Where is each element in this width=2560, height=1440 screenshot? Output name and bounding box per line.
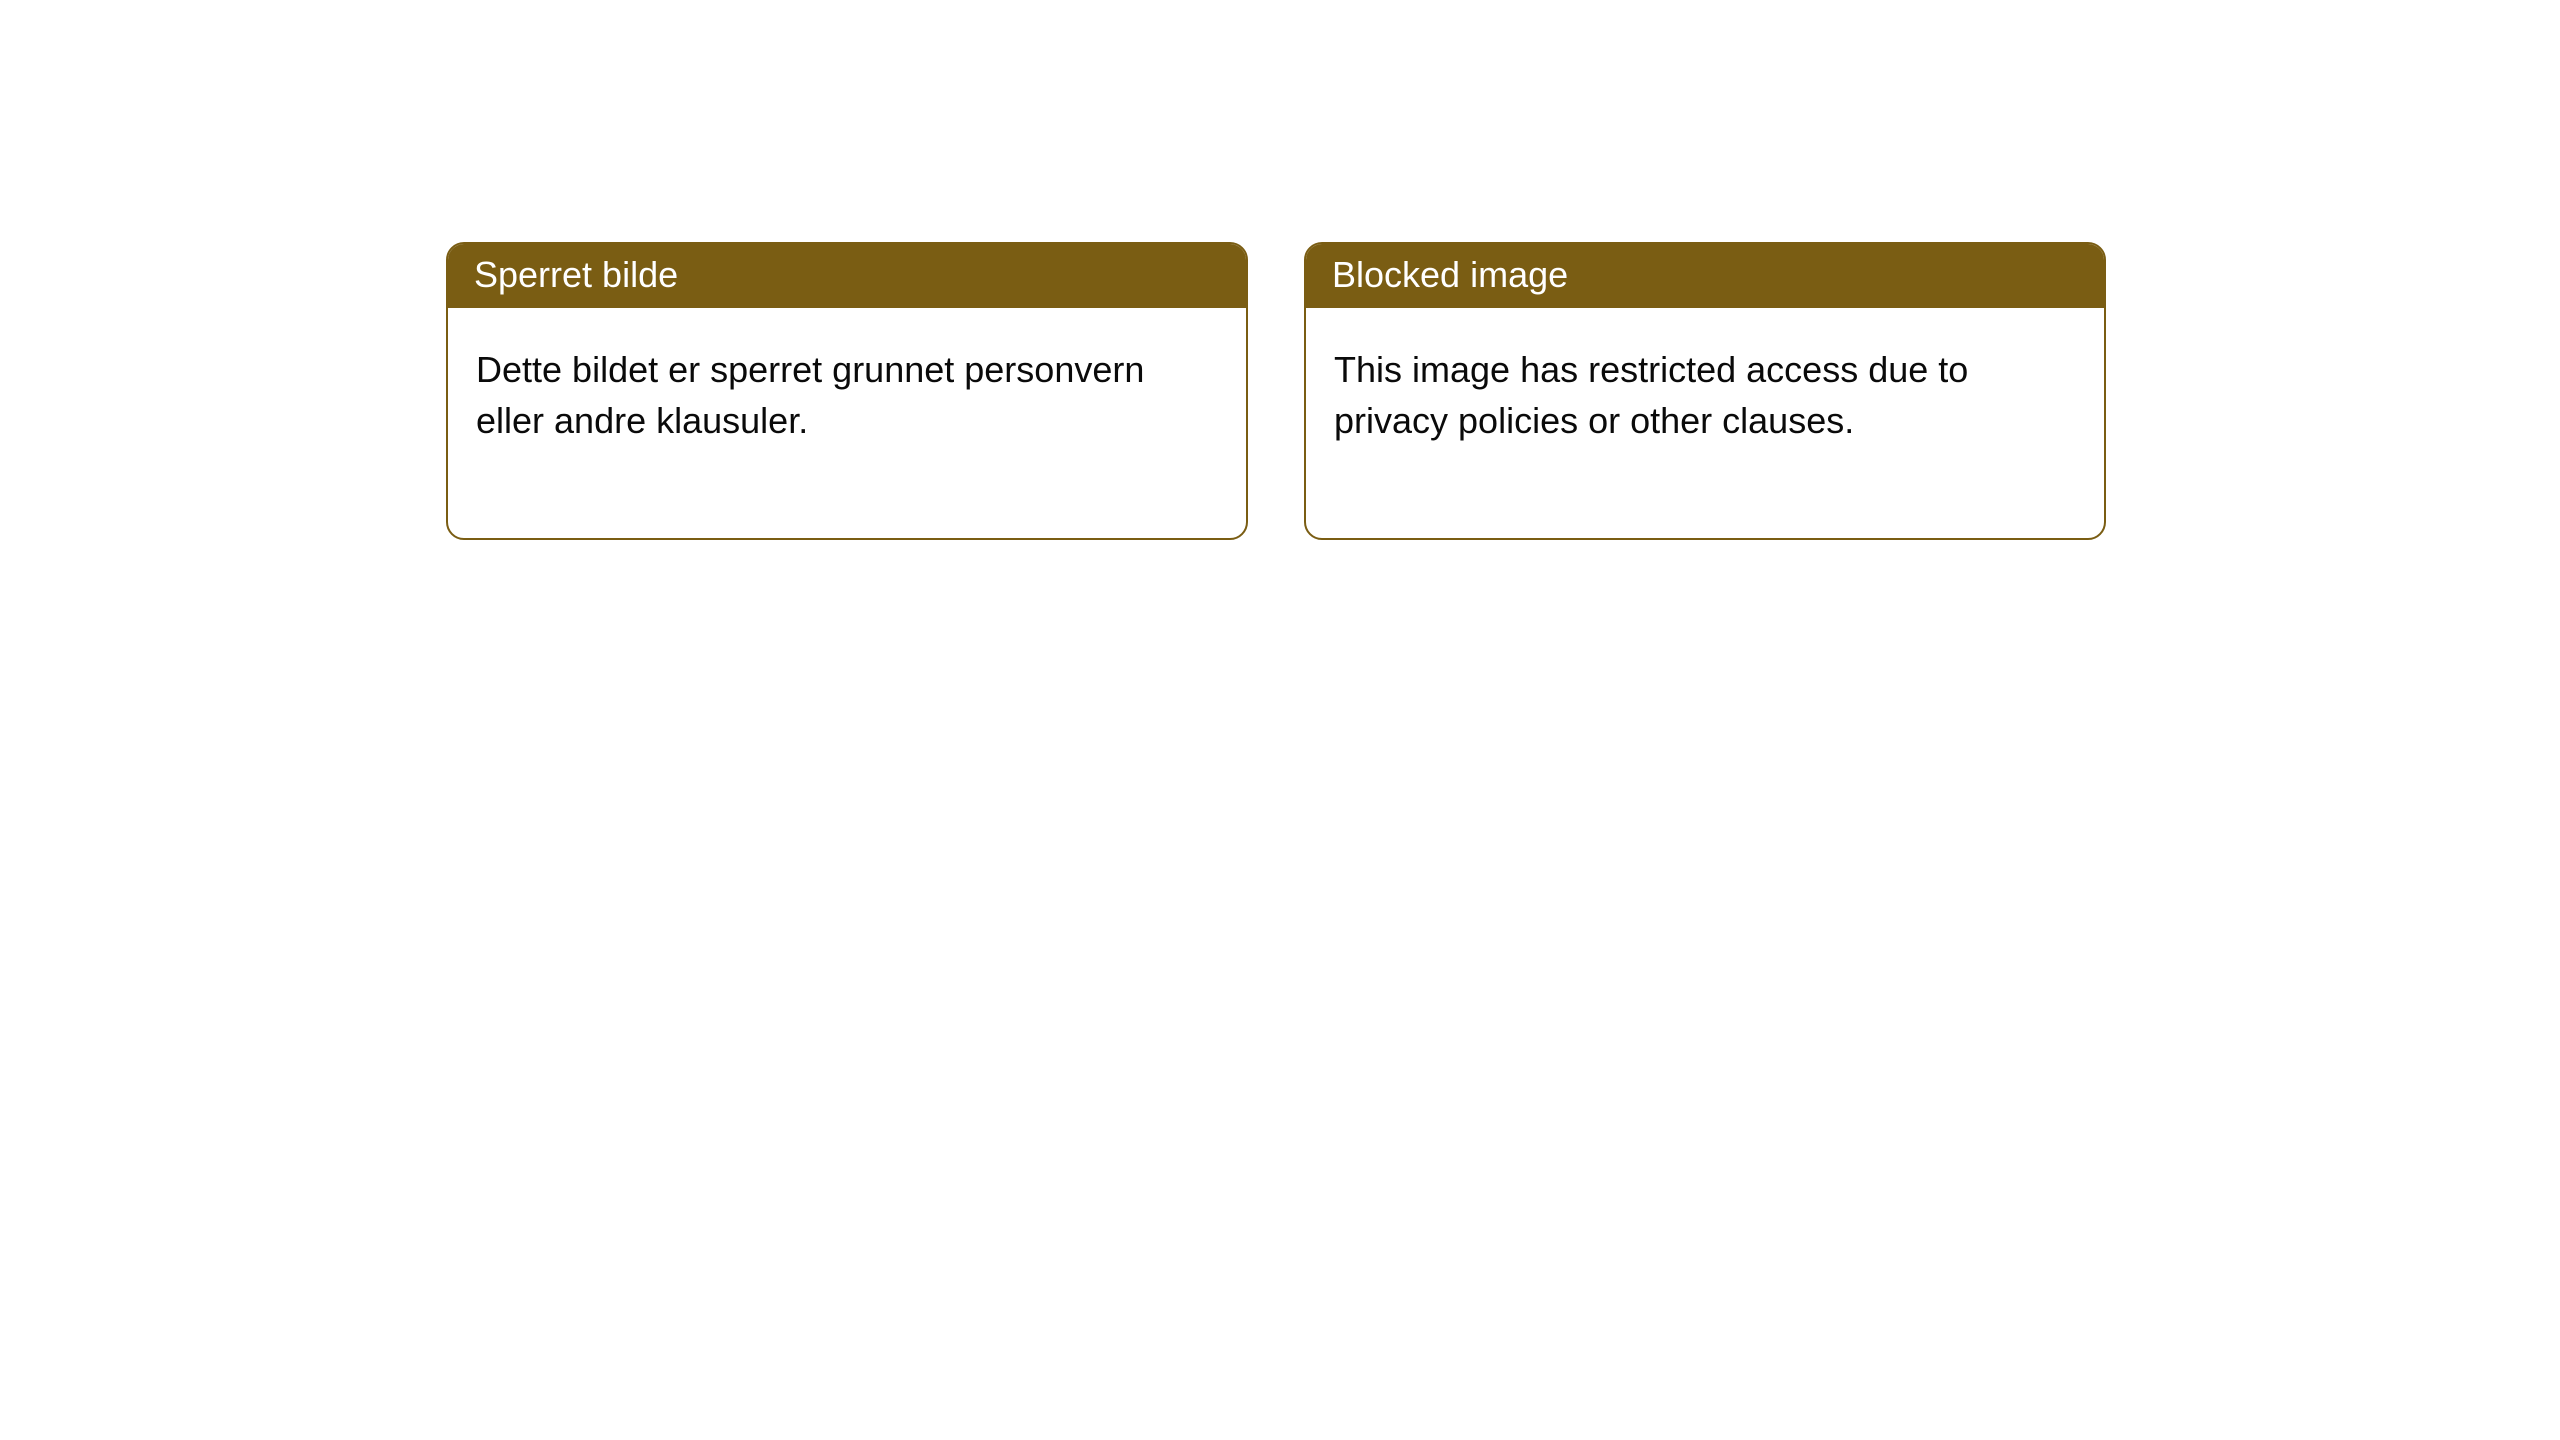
notice-container: Sperret bilde Dette bildet er sperret gr… bbox=[0, 0, 2560, 540]
notice-card-norwegian: Sperret bilde Dette bildet er sperret gr… bbox=[446, 242, 1248, 540]
notice-card-english: Blocked image This image has restricted … bbox=[1304, 242, 2106, 540]
notice-body: This image has restricted access due to … bbox=[1306, 308, 2104, 538]
notice-title: Sperret bilde bbox=[448, 244, 1246, 308]
notice-body: Dette bildet er sperret grunnet personve… bbox=[448, 308, 1246, 538]
notice-title: Blocked image bbox=[1306, 244, 2104, 308]
